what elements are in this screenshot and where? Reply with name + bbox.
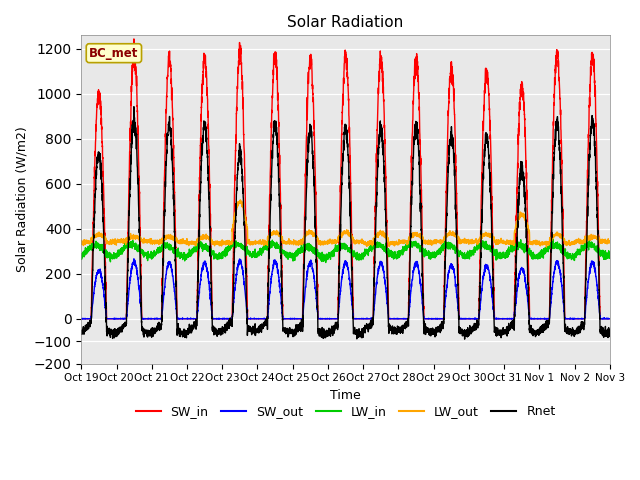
Rnet [606, 329, 614, 335]
SW_in [435, 316, 442, 322]
LW_out [605, 238, 613, 244]
LW_out [236, 197, 244, 203]
LW_in [494, 251, 502, 257]
Line: LW_out: LW_out [81, 200, 610, 247]
SW_out [173, 305, 180, 311]
LW_out [77, 238, 85, 243]
Rnet [464, 329, 472, 335]
SW_in [464, 316, 472, 322]
Title: Solar Radiation: Solar Radiation [287, 15, 404, 30]
Rnet [494, 328, 502, 334]
LW_out [435, 240, 442, 246]
SW_in [326, 316, 333, 322]
Text: BC_met: BC_met [89, 47, 139, 60]
SW_out [605, 316, 613, 322]
SW_out [464, 316, 472, 322]
SW_in [494, 316, 502, 322]
LW_out [543, 244, 550, 250]
Line: SW_in: SW_in [81, 39, 610, 319]
SW_in [606, 316, 614, 322]
SW_in [130, 36, 138, 42]
SW_in [173, 274, 180, 280]
LW_in [77, 251, 85, 257]
SW_out [435, 316, 442, 322]
SW_in [77, 316, 85, 322]
Y-axis label: Solar Radiation (W/m2): Solar Radiation (W/m2) [15, 127, 28, 273]
LW_in [464, 254, 472, 260]
Rnet [130, 104, 138, 109]
LW_in [606, 252, 614, 258]
LW_in [326, 253, 333, 259]
SW_out [77, 316, 85, 322]
Rnet [461, 336, 468, 342]
LW_in [549, 236, 557, 242]
Line: SW_out: SW_out [81, 259, 610, 319]
LW_out [464, 237, 472, 242]
Legend: SW_in, SW_out, LW_in, LW_out, Rnet: SW_in, SW_out, LW_in, LW_out, Rnet [131, 400, 561, 423]
LW_out [494, 240, 502, 245]
LW_in [435, 248, 442, 253]
LW_in [172, 251, 180, 256]
Rnet [326, 332, 333, 337]
Line: Rnet: Rnet [81, 107, 610, 339]
LW_in [322, 260, 330, 265]
LW_in [605, 250, 613, 255]
SW_out [606, 316, 614, 322]
Rnet [435, 324, 442, 330]
SW_out [494, 316, 502, 322]
Rnet [605, 327, 613, 333]
Rnet [77, 329, 85, 335]
LW_out [606, 239, 614, 245]
Line: LW_in: LW_in [81, 239, 610, 263]
SW_in [605, 316, 613, 322]
LW_out [326, 238, 333, 243]
X-axis label: Time: Time [330, 389, 361, 402]
Rnet [173, 297, 180, 302]
LW_out [172, 237, 180, 242]
SW_out [130, 256, 138, 262]
SW_out [326, 316, 333, 322]
